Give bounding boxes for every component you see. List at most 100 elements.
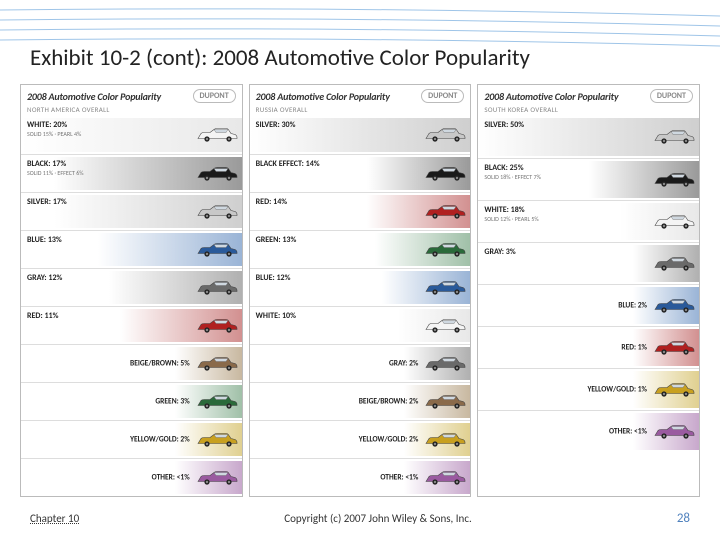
panel-subtitle: NORTH AMERICA OVERALL xyxy=(21,105,242,116)
row-label: BLACK EFFECT: 14% xyxy=(256,159,320,169)
panel-rows: SILVER: 50% BLACK: 25%SOLID 18% · EFFECT … xyxy=(478,116,699,496)
color-row: GREEN: 3% xyxy=(21,382,242,420)
row-label: SILVER: 50% xyxy=(484,120,524,130)
dupont-logo: DUPONT xyxy=(193,89,236,103)
car-icon xyxy=(196,166,238,181)
color-row: RED: 11% xyxy=(21,306,242,344)
row-label: GRAY: 12% xyxy=(27,273,62,283)
color-row: YELLOW/GOLD: 2% xyxy=(21,420,242,458)
car-icon xyxy=(424,432,466,447)
car-icon xyxy=(653,214,695,229)
row-label: RED: 14% xyxy=(256,197,287,207)
panel-header: 2008 Automotive Color Popularity DUPONT xyxy=(250,85,471,105)
car-icon xyxy=(653,172,695,187)
car-icon xyxy=(424,204,466,219)
panels-container: 2008 Automotive Color Popularity DUPONT NO… xyxy=(20,84,700,497)
panel-header: 2008 Automotive Color PopularityDUPONT xyxy=(478,85,699,105)
row-sublabel: SOLID 18% · EFFECT 7% xyxy=(484,173,541,181)
color-row: BLUE: 13% xyxy=(21,230,242,268)
panel-title: 2008 Automotive Color Popularity xyxy=(484,90,618,103)
panel-rows: WHITE: 20%SOLID 15% · PEARL 4%BLACK: 17%… xyxy=(21,116,242,496)
slide-title: Exhibit 10-2 (cont): 2008 Automotive Col… xyxy=(30,44,530,72)
chapter-label: Chapter 10 xyxy=(30,512,79,525)
car-icon xyxy=(196,128,238,143)
row-label: BLUE: 2% xyxy=(618,301,647,310)
color-row: BLACK: 17%SOLID 11% · EFFECT 6% xyxy=(21,154,242,192)
row-label: YELLOW/GOLD: 2% xyxy=(130,435,190,444)
color-row: RED: 1% xyxy=(478,326,699,368)
car-icon xyxy=(196,204,238,219)
color-row: GRAY: 12% xyxy=(21,268,242,306)
row-label: BLACK: 25% xyxy=(484,163,523,173)
car-icon xyxy=(424,242,466,257)
row-label: SILVER: 30% xyxy=(256,120,296,130)
color-row: OTHER: <1% xyxy=(250,458,471,496)
slide: Exhibit 10-2 (cont): 2008 Automotive Col… xyxy=(0,0,720,540)
car-icon xyxy=(196,432,238,447)
row-label: OTHER: <1% xyxy=(380,473,418,482)
row-label: SILVER: 17% xyxy=(27,197,67,207)
panel-title: 2008 Automotive Color Popularity xyxy=(27,90,161,103)
row-label: RED: 1% xyxy=(621,343,647,352)
page-number: 28 xyxy=(677,511,690,526)
row-label: GREEN: 3% xyxy=(155,397,189,406)
row-label: WHITE: 20% xyxy=(27,120,67,130)
panel: 2008 Automotive Color Popularity DUPONT RU… xyxy=(249,84,472,497)
row-label: BEIGE/BROWN: 2% xyxy=(359,397,419,406)
row-label: GRAY: 3% xyxy=(484,247,515,257)
color-row: BLACK EFFECT: 14% xyxy=(250,154,471,192)
color-row: GRAY: 2% xyxy=(250,344,471,382)
row-label: BEIGE/BROWN: 5% xyxy=(130,359,190,368)
car-icon xyxy=(196,242,238,257)
color-row: YELLOW/GOLD: 1% xyxy=(478,368,699,410)
row-label: YELLOW/GOLD: 1% xyxy=(587,385,647,394)
car-icon xyxy=(424,166,466,181)
car-icon xyxy=(196,470,238,485)
color-row: OTHER: <1% xyxy=(478,410,699,452)
row-label: WHITE: 18% xyxy=(484,205,524,215)
color-row: GREEN: 13% xyxy=(250,230,471,268)
panel-subtitle: SOUTH KOREA OVERALL xyxy=(478,105,699,116)
color-row: YELLOW/GOLD: 2% xyxy=(250,420,471,458)
row-label: BLACK: 17% xyxy=(27,159,66,169)
row-label: WHITE: 10% xyxy=(256,311,296,321)
car-icon xyxy=(424,318,466,333)
car-icon xyxy=(653,130,695,145)
row-label: OTHER: <1% xyxy=(609,427,647,436)
car-icon xyxy=(653,382,695,397)
panel-header: 2008 Automotive Color Popularity DUPONT xyxy=(21,85,242,105)
dupont-logo: DUPONT xyxy=(421,89,464,103)
panel: 2008 Automotive Color PopularityDUPONTSO… xyxy=(477,84,700,497)
color-row: GRAY: 3% xyxy=(478,242,699,284)
color-row: RED: 14% xyxy=(250,192,471,230)
panel-subtitle: RUSSIA OVERALL xyxy=(250,105,471,116)
copyright-text: Copyright (c) 2007 John Wiley & Sons, In… xyxy=(79,512,677,525)
row-label: RED: 11% xyxy=(27,311,58,321)
color-row: BLUE: 12% xyxy=(250,268,471,306)
color-row: BLUE: 2% xyxy=(478,284,699,326)
car-icon xyxy=(653,424,695,439)
car-icon xyxy=(424,128,466,143)
car-icon xyxy=(653,256,695,271)
color-row: BEIGE/BROWN: 2% xyxy=(250,382,471,420)
row-label: BLUE: 13% xyxy=(27,235,62,245)
row-label: BLUE: 12% xyxy=(256,273,291,283)
row-label: GRAY: 2% xyxy=(389,359,418,368)
panel-rows: SILVER: 30% BLACK EFFECT: 14% RED: 14% GREE… xyxy=(250,116,471,496)
color-row: SILVER: 17% xyxy=(21,192,242,230)
color-row: WHITE: 18%SOLID 12% · PEARL 5% xyxy=(478,200,699,242)
color-row: SILVER: 30% xyxy=(250,116,471,154)
color-row: WHITE: 10% xyxy=(250,306,471,344)
color-row: WHITE: 20%SOLID 15% · PEARL 4% xyxy=(21,116,242,154)
car-icon xyxy=(424,470,466,485)
color-row: OTHER: <1% xyxy=(21,458,242,496)
row-label: OTHER: <1% xyxy=(152,473,190,482)
panel-title: 2008 Automotive Color Popularity xyxy=(256,90,390,103)
row-sublabel: SOLID 15% · PEARL 4% xyxy=(27,130,81,138)
color-row: BLACK: 25%SOLID 18% · EFFECT 7% xyxy=(478,158,699,200)
row-label: GREEN: 13% xyxy=(256,235,297,245)
color-row: BEIGE/BROWN: 5% xyxy=(21,344,242,382)
slide-footer: Chapter 10 Copyright (c) 2007 John Wiley… xyxy=(0,511,720,526)
car-icon xyxy=(424,356,466,371)
row-label: YELLOW/GOLD: 2% xyxy=(359,435,419,444)
